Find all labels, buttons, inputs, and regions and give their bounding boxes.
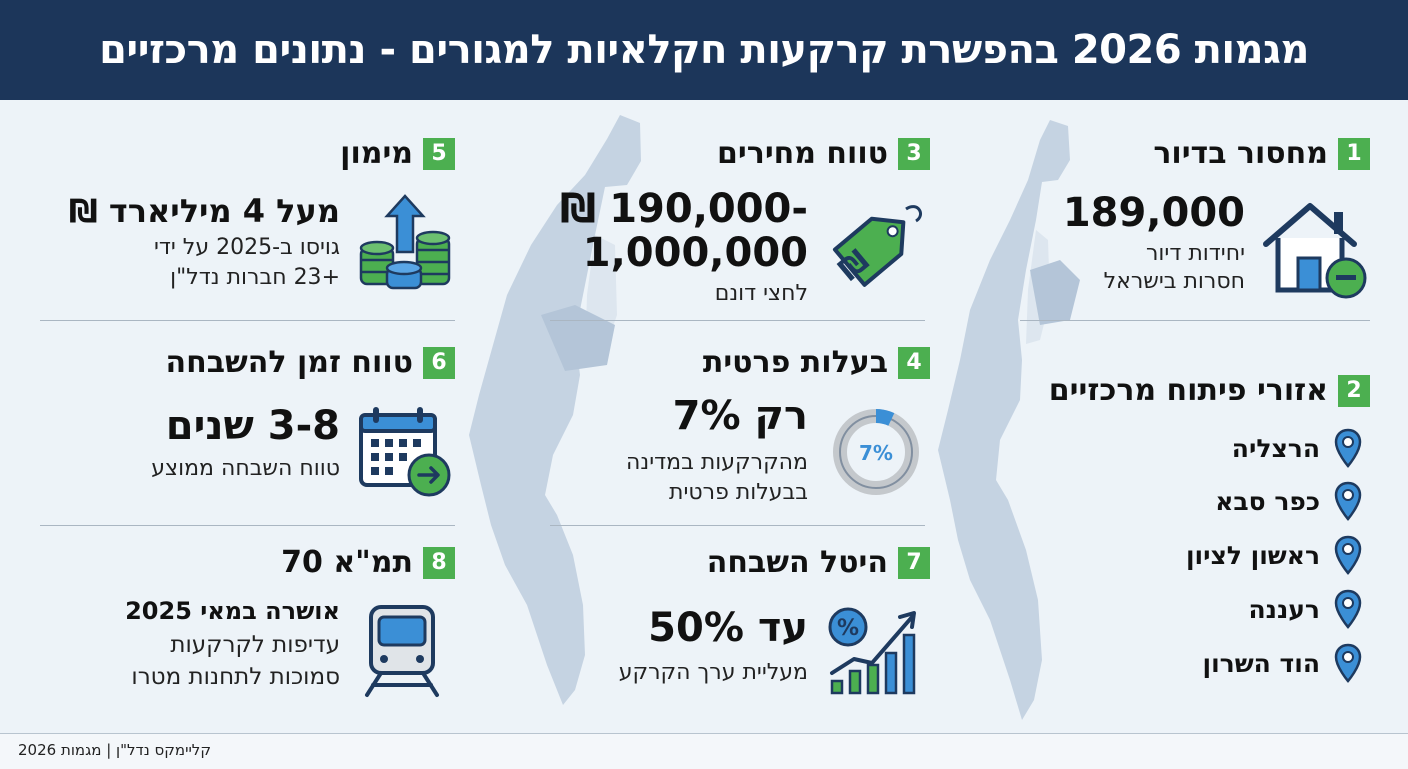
financing-value: מעל 4 מיליארד ₪ [68,192,340,230]
private-ownership-value: רק 7% [672,393,808,439]
section-number-badge: 3 [898,137,930,170]
area-label: כפר סבא [1215,486,1320,516]
header-bar: מגמות 2026 בהפשרת קרקעות חקלאיות למגורים… [0,0,1408,100]
section-number-badge: 7 [898,546,930,579]
section-price-range: 3 טווח מחירים ₪ 190,000- 1,000,000 לחצי … [520,136,930,316]
housing-shortage-value: 189,000 [1062,190,1245,236]
section-heading: 3 טווח מחירים [717,136,930,171]
section-private-ownership: 4 בעלות פרטית רק 7% מהקרקעות במדינה בבעל… [560,345,930,515]
section-number-badge: 2 [1338,374,1370,407]
section-title: תמ"א 70 [281,545,413,580]
coins-arrow-icon [359,194,451,290]
page-title: מגמות 2026 בהפשרת קרקעות חקלאיות למגורים… [99,27,1309,73]
financing-desc-line2: +23 חברות נדל"ן [170,265,340,290]
area-label: רעננה [1248,594,1320,624]
area-label: הוד השרון [1202,648,1320,678]
map-pin-icon [1334,481,1362,521]
financing-desc-line1: גויסו ב-2025 על ידי [153,235,340,260]
train-icon [365,605,439,697]
tama-70-desc-line2: סמוכות לתחנות מטרו [131,664,340,690]
section-number-badge: 8 [423,546,455,579]
area-item: רעננה [1248,589,1362,629]
section-heading: 2 אזורי פיתוח מרכזיים [1049,373,1370,408]
map-pin-icon [1334,535,1362,575]
section-number-badge: 4 [898,346,930,379]
divider [550,320,925,321]
area-item: כפר סבא [1215,481,1362,521]
divider [40,320,455,321]
section-title: טווח זמן להשבחה [165,345,413,380]
price-range-value-line2: 1,000,000 [582,230,808,276]
area-item: ראשון לציון [1186,535,1362,575]
section-title: מימון [340,136,413,171]
map-pin-icon [1334,643,1362,683]
section-title: היטל השבחה [706,545,888,580]
area-label: הרצליה [1231,433,1320,463]
calendar-arrow-icon [359,407,451,497]
private-ownership-desc-line1: מהקרקעות במדינה [626,450,808,475]
section-financing: 5 מימון מעל 4 מיליארד ₪ גויסו ב-2025 על … [40,136,455,306]
map-pin-icon [1334,428,1362,468]
section-title: בעלות פרטית [702,345,888,380]
timeframe-value: 3-8 שנים [165,403,340,449]
footer-credit: קליימקס נדל"ן | מגמות 2026 [18,741,211,759]
housing-shortage-desc-line1: יחידות דיור [1145,241,1245,266]
section-heading: 6 טווח זמן להשבחה [165,345,455,380]
price-range-currency: ₪ [560,186,597,232]
betterment-levy-desc: מעליית ערך הקרקע [618,660,808,685]
divider [40,525,455,526]
divider [1020,320,1370,321]
section-title: מחסור בדיור [1153,136,1328,171]
timeframe-desc: טווח השבחה ממוצע [151,456,340,481]
section-development-areas: 2 אזורי פיתוח מרכזיים הרצליה כפר סבא ראש… [1010,373,1370,703]
house-minus-icon [1263,203,1367,299]
map-pin-icon [1334,589,1362,629]
section-number-badge: 1 [1338,137,1370,170]
section-title: אזורי פיתוח מרכזיים [1048,373,1328,408]
area-item: הרצליה [1232,428,1362,468]
betterment-levy-value: עד 50% [648,605,808,651]
tama-70-value: אושרה במאי 2025 [125,597,340,625]
area-label: ראשון לציון [1185,540,1320,570]
donut-chart-label: 7% [859,441,893,465]
footer-bar: קליימקס נדל"ן | מגמות 2026 [0,733,1408,769]
donut-chart-icon: 7% [833,409,919,495]
section-heading: 1 מחסור בדיור [1153,136,1370,171]
israel-map-center [469,115,641,705]
section-heading: 7 היטל השבחה [707,545,930,580]
private-ownership-desc-line2: בבעלות פרטית [669,480,808,505]
section-betterment-levy: 7 היטל השבחה עד 50% מעליית ערך הקרקע % [560,545,930,705]
price-range-value-line1: 190,000- [609,186,808,232]
price-range-desc: לחצי דונם [714,281,808,306]
section-heading: 8 תמ"א 70 [281,545,455,580]
section-heading: 4 בעלות פרטית [703,345,930,380]
section-housing-shortage: 1 מחסור בדיור 189,000 יחידות דיור חסרות … [1040,136,1370,306]
price-tag-icon: ₪ [832,205,922,288]
section-improvement-timeframe: 6 טווח זמן להשבחה 3-8 שנים טווח השבחה ממ… [40,345,455,515]
svg-text:%: % [837,616,859,641]
area-item: הוד השרון [1202,643,1362,683]
israel-map-right [938,120,1080,720]
section-number-badge: 5 [423,137,455,170]
divider [550,525,925,526]
tama-70-desc-line1: עדיפות לקרקעות [170,632,340,658]
section-title: טווח מחירים [717,136,888,171]
donut-slice-highlight [876,409,895,426]
section-heading: 5 מימון [340,136,455,171]
percent-growth-chart-icon: % [828,607,916,695]
housing-shortage-desc-line2: חסרות בישראל [1103,269,1245,294]
section-number-badge: 6 [423,346,455,379]
section-tama-70: 8 תמ"א 70 אושרה במאי 2025 עדיפות לקרקעות… [40,545,455,705]
